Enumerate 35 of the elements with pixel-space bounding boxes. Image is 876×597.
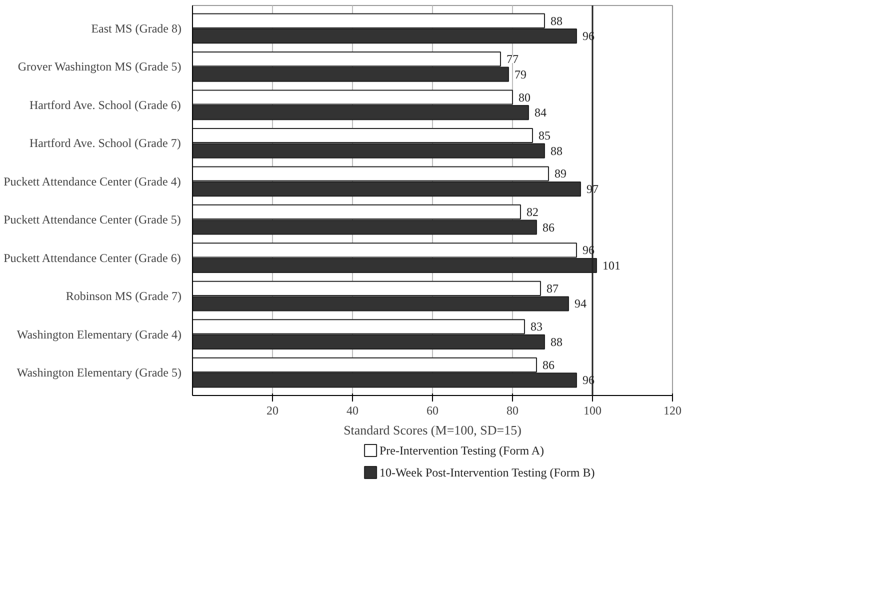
legend-label: Pre-Intervention Testing (Form A) bbox=[379, 444, 544, 458]
y-tick-label: Washington Elementary (Grade 4) bbox=[16, 327, 182, 342]
data-label: 80 bbox=[518, 90, 530, 104]
y-tick-label: Washington Elementary (Grade 5) bbox=[16, 366, 182, 380]
data-label: 101 bbox=[602, 258, 620, 272]
data-label: 88 bbox=[550, 14, 562, 28]
data-label: 88 bbox=[550, 144, 562, 158]
x-tick-label: 80 bbox=[506, 404, 518, 418]
data-label: 94 bbox=[574, 296, 586, 311]
y-tick-label: Puckett Attendance Center (Grade 5) bbox=[4, 212, 181, 227]
data-label: 88 bbox=[550, 334, 562, 349]
data-label: 85 bbox=[538, 128, 550, 142]
x-axis-title: Standard Scores (M=100, SD=15) bbox=[344, 422, 522, 438]
data-label: 82 bbox=[526, 204, 538, 219]
x-tick-label: 100 bbox=[584, 404, 602, 418]
y-tick-label: Hartford Ave. School (Grade 7) bbox=[29, 136, 181, 150]
data-label: 86 bbox=[542, 358, 554, 372]
y-tick-label: Puckett Attendance Center (Grade 6) bbox=[4, 250, 181, 265]
y-tick-label: Hartford Ave. School (Grade 6) bbox=[29, 98, 181, 112]
data-label: 84 bbox=[534, 106, 546, 120]
y-tick-label: Puckett Attendance Center (Grade 4) bbox=[4, 174, 181, 188]
y-tick-label: East MS (Grade 8) bbox=[91, 21, 182, 36]
legend-label: 10-Week Post-Intervention Testing (Form B) bbox=[379, 466, 595, 480]
data-label: 89 bbox=[554, 166, 566, 181]
x-tick-label: 60 bbox=[426, 404, 438, 418]
x-tick-label: 40 bbox=[346, 404, 358, 418]
y-tick-label: Grover Washington MS (Grade 5) bbox=[18, 60, 182, 74]
data-label: 77 bbox=[506, 52, 518, 66]
x-tick-label: 20 bbox=[266, 404, 278, 418]
data-label: 83 bbox=[530, 320, 542, 334]
y-tick-label: Robinson MS (Grade 7) bbox=[66, 289, 182, 304]
data-label: 87 bbox=[546, 281, 558, 296]
data-label: 79 bbox=[514, 67, 526, 82]
data-label: 86 bbox=[542, 220, 554, 234]
x-tick-label: 120 bbox=[664, 404, 682, 418]
